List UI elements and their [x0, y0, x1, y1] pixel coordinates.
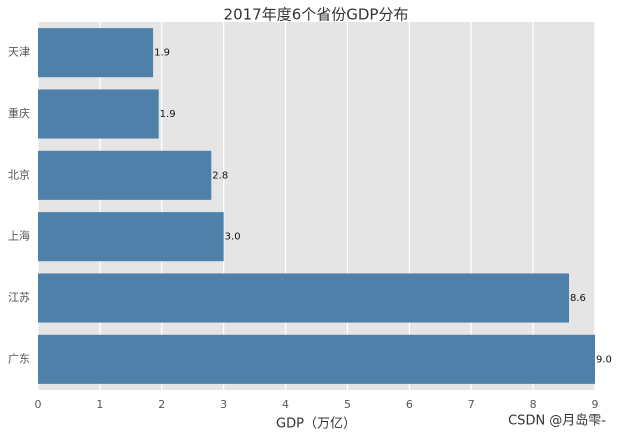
x-tick-label: 4 — [282, 398, 289, 411]
value-label: 3.0 — [225, 232, 241, 243]
bar — [38, 89, 159, 139]
watermark: CSDN @月岛雫- — [508, 413, 606, 429]
bar — [38, 212, 224, 262]
x-tick-label: 8 — [530, 398, 537, 411]
value-label: 2.8 — [212, 170, 228, 181]
x-tick-label: 1 — [96, 398, 103, 411]
bar — [38, 28, 154, 78]
x-tick-label: 3 — [220, 398, 227, 411]
value-label: 8.6 — [570, 293, 586, 304]
value-label: 9.0 — [596, 354, 612, 365]
y-tick-label: 重庆 — [8, 106, 30, 120]
y-tick-label: 天津 — [8, 46, 30, 59]
x-tick-label: 2 — [158, 398, 165, 411]
bar — [38, 334, 595, 384]
bar — [38, 273, 570, 323]
value-label: 1.9 — [154, 48, 170, 59]
y-tick-label: 江苏 — [8, 291, 30, 304]
plot-area — [38, 22, 595, 390]
bar — [38, 150, 212, 200]
x-tick-label: 7 — [468, 398, 475, 411]
value-label: 1.9 — [160, 109, 176, 120]
x-tick-label: 5 — [344, 398, 351, 411]
y-tick-label: 上海 — [8, 229, 30, 243]
x-axis-label: GDP（万亿） — [276, 417, 356, 432]
y-tick-label: 北京 — [8, 167, 30, 181]
chart-title: 2017年度6个省份GDP分布 — [224, 6, 409, 24]
x-tick-label: 9 — [592, 398, 599, 411]
x-tick-label: 0 — [35, 398, 42, 411]
y-tick-label: 广东 — [8, 352, 30, 365]
x-tick-label: 6 — [406, 398, 413, 411]
